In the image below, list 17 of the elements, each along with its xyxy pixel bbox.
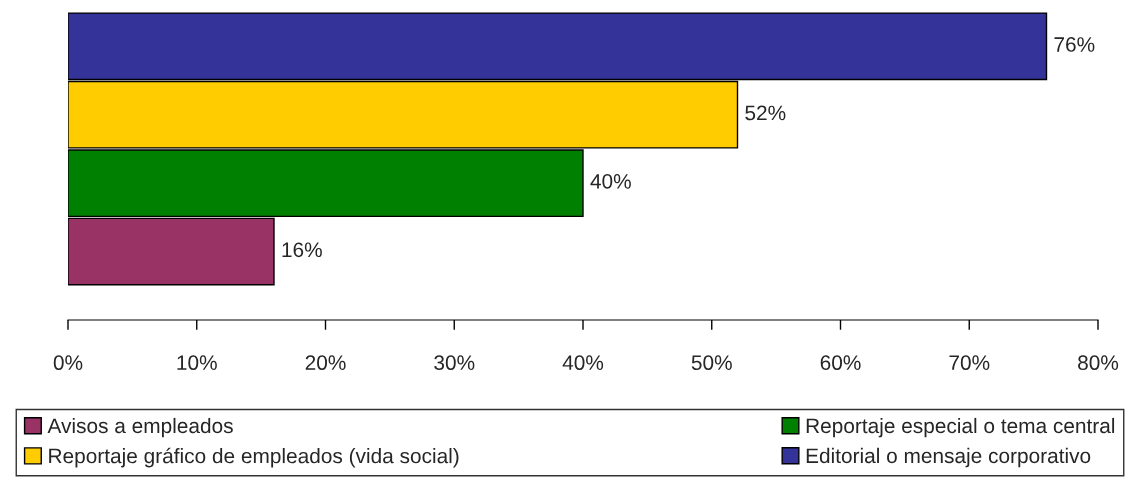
legend-label: Editorial o mensaje corporativo: [806, 447, 1091, 468]
legend-label: Reportaje especial o tema central: [806, 417, 1115, 438]
x-tick-label: 40%: [562, 355, 604, 371]
x-tick-label: 20%: [305, 355, 346, 371]
x-tick-label: 60%: [820, 355, 861, 371]
data-label: 40%: [590, 173, 631, 189]
data-label: 52%: [745, 105, 786, 121]
legend-label: Avisos a empleados: [47, 417, 233, 438]
x-tick-label: 70%: [949, 355, 990, 371]
x-tick-label: 50%: [691, 355, 732, 371]
x-tick-label: 10%: [177, 355, 217, 371]
data-label: 76%: [1054, 37, 1095, 52]
data-label: 16%: [282, 242, 322, 258]
x-tick-label: 0%: [53, 355, 83, 371]
legend-label: Reportaje gráfico de empleados (vida social): [49, 447, 459, 468]
x-tick-label: 30%: [434, 355, 475, 371]
x-tick-label: 80%: [1078, 355, 1119, 371]
